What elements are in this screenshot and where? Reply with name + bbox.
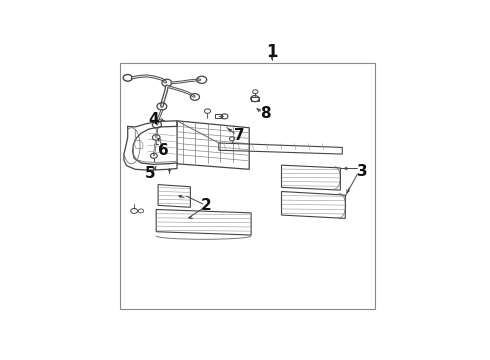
Text: 5: 5 [145,166,155,181]
Text: 6: 6 [158,143,169,158]
Text: 2: 2 [201,198,212,213]
Text: 4: 4 [148,112,159,127]
Text: 7: 7 [234,128,245,143]
Text: 1: 1 [266,43,278,61]
Bar [216,114,222,118]
Text: 8: 8 [260,105,271,121]
Bar [251,97,260,100]
Text: 3: 3 [357,164,368,179]
